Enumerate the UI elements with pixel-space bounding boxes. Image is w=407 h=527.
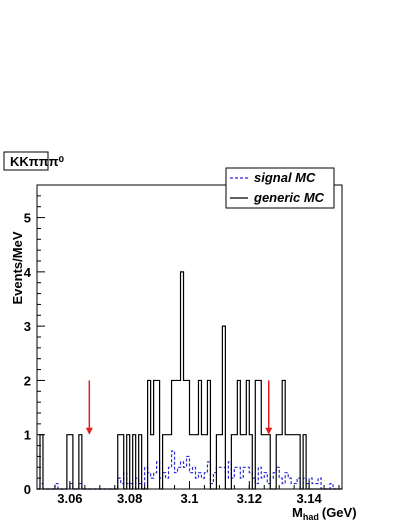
x-axis: 3.06 3.08 3.1 3.12 3.14 <box>39 481 340 506</box>
legend: signal MC generic MC <box>225 167 335 209</box>
x-axis-title: Mhad (GeV) <box>292 505 357 522</box>
x-axis-title-unit: (GeV) <box>322 505 357 520</box>
y-axis: 0 1 2 3 4 5 <box>24 195 45 497</box>
legend-label-signal-mc: signal MC <box>254 170 316 185</box>
y-tick-label: 2 <box>24 373 31 388</box>
y-axis-title: Events/MeV <box>10 231 25 304</box>
y-tick-label: 4 <box>24 265 32 280</box>
x-axis-title-main: M <box>292 505 303 520</box>
y-tick-label: 5 <box>24 211 31 226</box>
y-tick-label: 0 <box>24 482 31 497</box>
chart-title: KKπππ⁰ <box>3 151 65 171</box>
cut-arrow-head-2 <box>265 427 273 435</box>
x-tick-label: 3.08 <box>117 491 142 506</box>
x-tick-label: 3.14 <box>296 491 322 506</box>
legend-label-generic-mc: generic MC <box>253 190 325 205</box>
cut-arrows <box>85 380 273 435</box>
series-generic-mc <box>37 271 342 490</box>
chart-title-box <box>3 151 49 171</box>
y-tick-label: 1 <box>24 428 31 443</box>
plot-frame <box>36 184 343 490</box>
x-tick-label: 3.1 <box>180 491 198 506</box>
x-axis-title-sub: had <box>303 512 319 522</box>
y-tick-label: 3 <box>24 319 31 334</box>
x-tick-label: 3.06 <box>57 491 82 506</box>
cut-arrow-head-1 <box>85 427 93 435</box>
chart-title-text: KKπππ⁰ <box>10 154 65 169</box>
x-tick-label: 3.12 <box>237 491 262 506</box>
legend-box <box>225 167 335 209</box>
